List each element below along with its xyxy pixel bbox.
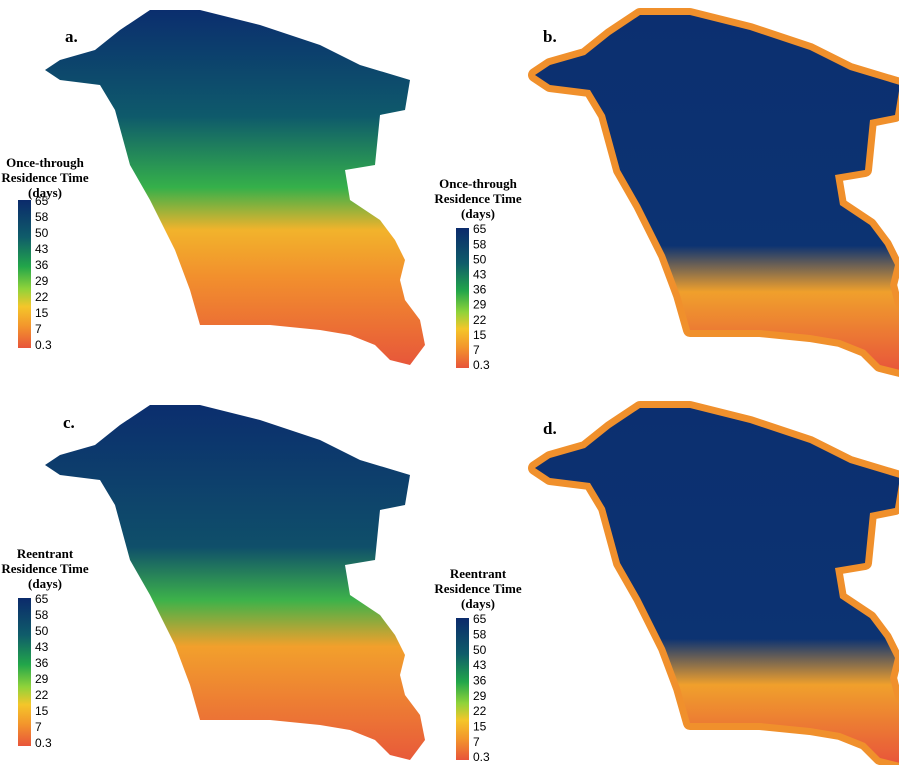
colorbar-tick-label: 36	[473, 283, 487, 297]
colorbar-tick-label: 36	[35, 656, 49, 670]
colorbar-tick-label: 50	[35, 226, 49, 240]
colorbar	[456, 228, 469, 368]
legend-title: Residence Time	[1, 561, 88, 576]
legend-title: (days)	[28, 576, 62, 591]
colorbar-tick-label: 58	[35, 210, 49, 224]
colorbar-tick-label: 65	[473, 612, 487, 626]
colorbar-tick-label: 22	[35, 688, 49, 702]
panel-label: b.	[543, 27, 557, 46]
colorbar-tick-label: 15	[473, 328, 487, 342]
panel-label: d.	[543, 419, 557, 438]
colorbar-tick-label: 22	[473, 313, 487, 327]
colorbar-tick-label: 29	[473, 689, 487, 703]
legend-title: (days)	[461, 206, 495, 221]
colorbar-tick-label: 43	[35, 242, 49, 256]
colorbar-tick-label: 7	[473, 343, 480, 357]
colorbar	[18, 598, 31, 746]
colorbar-tick-label: 7	[35, 322, 42, 336]
colorbar	[456, 618, 469, 760]
map-c	[45, 405, 425, 760]
colorbar-tick-label: 29	[35, 672, 49, 686]
colorbar-tick-label: 0.3	[473, 750, 490, 764]
colorbar-tick-label: 50	[473, 643, 487, 657]
colorbar-tick-label: 15	[35, 306, 49, 320]
map-d	[535, 408, 899, 763]
colorbar-tick-label: 58	[473, 628, 487, 642]
legend-title: Residence Time	[434, 581, 521, 596]
legend-title: Once-through	[6, 155, 85, 170]
legend-title: Residence Time	[1, 170, 88, 185]
legend-title: (days)	[461, 596, 495, 611]
legend-title: Reentrant	[450, 566, 507, 581]
map-a	[45, 10, 425, 365]
colorbar-tick-label: 7	[473, 735, 480, 749]
panel-label: a.	[65, 27, 78, 46]
legend-title: Reentrant	[17, 546, 74, 561]
map-b	[535, 15, 899, 370]
colorbar-tick-label: 43	[473, 658, 487, 672]
colorbar-tick-label: 22	[35, 290, 49, 304]
colorbar-tick-label: 50	[35, 624, 49, 638]
colorbar-tick-label: 7	[35, 720, 42, 734]
colorbar-tick-label: 50	[473, 252, 487, 266]
colorbar-tick-label: 36	[473, 674, 487, 688]
figure: a.Once-throughResidence Time(days)655850…	[0, 0, 899, 765]
colorbar-tick-label: 15	[473, 720, 487, 734]
colorbar-tick-label: 65	[473, 222, 487, 236]
colorbar-tick-label: 58	[473, 237, 487, 251]
colorbar-tick-label: 43	[473, 268, 487, 282]
colorbar-tick-label: 0.3	[35, 338, 52, 352]
colorbar	[18, 200, 31, 348]
colorbar-tick-label: 29	[473, 298, 487, 312]
colorbar-tick-label: 36	[35, 258, 49, 272]
colorbar-tick-label: 29	[35, 274, 49, 288]
legend-title: Once-through	[439, 176, 518, 191]
colorbar-tick-label: 0.3	[35, 736, 52, 750]
colorbar-tick-label: 15	[35, 704, 49, 718]
colorbar-tick-label: 65	[35, 194, 49, 208]
colorbar-tick-label: 0.3	[473, 358, 490, 372]
colorbar-tick-label: 22	[473, 704, 487, 718]
colorbar-tick-label: 43	[35, 640, 49, 654]
colorbar-tick-label: 58	[35, 608, 49, 622]
legend-title: Residence Time	[434, 191, 521, 206]
colorbar-tick-label: 65	[35, 592, 49, 606]
panel-label: c.	[63, 413, 75, 432]
